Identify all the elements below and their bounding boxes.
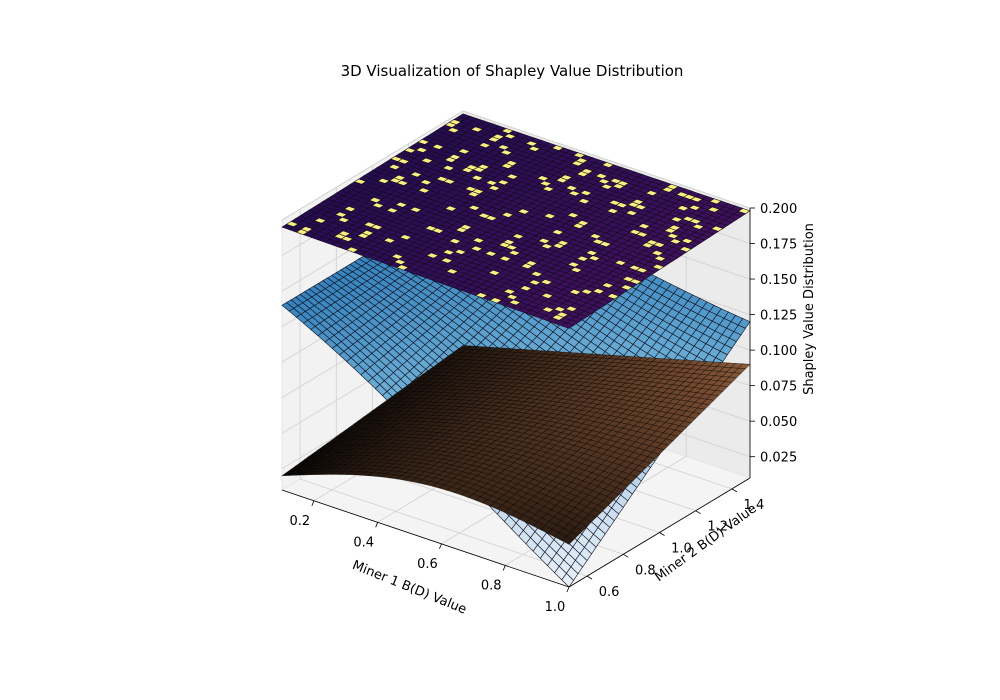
y-tick-label: 1.4 <box>744 498 765 513</box>
x-tick-label: 0.6 <box>417 557 438 572</box>
z-tick-label: 0.025 <box>760 451 797 466</box>
x-tick-label: 0.4 <box>353 535 374 550</box>
x-axis-line <box>281 489 570 588</box>
z-tick-label: 0.100 <box>760 344 797 359</box>
surface-cell <box>561 322 575 329</box>
chart-title: 3D Visualization of Shapley Value Distri… <box>341 62 684 80</box>
z-tick-label: 0.125 <box>760 309 797 324</box>
tick-marks: 0.2 0.4 0.6 0.8 1.0 0.6 0.8 1.0 1.2 1.4 0.025 0.050… <box>290 202 798 615</box>
y-tick-mark <box>659 532 665 536</box>
x-tick-mark <box>566 586 570 593</box>
surface-cell <box>561 535 575 545</box>
y-tick-mark <box>586 575 593 580</box>
x-axis-label: Miner 1 B(D) Value <box>350 558 469 618</box>
y-tick-label: 0.8 <box>635 563 656 578</box>
z-tick-label: 0.175 <box>760 238 797 253</box>
surfaces <box>281 113 751 588</box>
z-tick-label: 0.075 <box>760 380 797 395</box>
y-tick-label: 1.2 <box>707 520 728 535</box>
surface-inferno <box>281 113 751 329</box>
y-tick-mark <box>695 510 701 515</box>
x-tick-mark <box>375 522 379 528</box>
x-tick-label: 0.2 <box>290 514 311 529</box>
x-tick-mark <box>502 565 506 571</box>
surface-cell <box>561 572 574 588</box>
z-axis-label: Shapley Value Distribution <box>802 223 817 395</box>
x-tick-mark <box>311 500 315 506</box>
y-tick-mark <box>731 488 738 493</box>
y-tick-label: 1.0 <box>671 542 692 557</box>
z-tick-label: 0.150 <box>760 273 797 288</box>
x-tick-label: 0.8 <box>481 578 502 593</box>
z-tick-label: 0.050 <box>760 415 797 430</box>
x-tick-mark <box>439 543 442 550</box>
y-tick-label: 0.6 <box>599 585 620 600</box>
z-tick-label: 0.200 <box>760 202 797 217</box>
x-tick-label: 1.0 <box>545 600 566 615</box>
surface-copper <box>281 345 751 545</box>
grid-line-z <box>281 110 751 221</box>
y-tick-mark <box>623 553 629 558</box>
